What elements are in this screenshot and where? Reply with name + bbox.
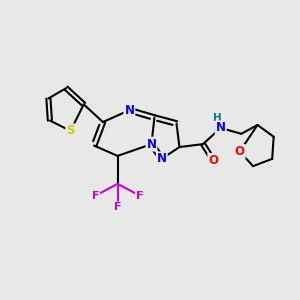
- Text: F: F: [114, 202, 122, 212]
- Text: F: F: [92, 190, 99, 201]
- Text: N: N: [157, 152, 167, 165]
- Text: N: N: [216, 122, 226, 134]
- Text: N: N: [124, 104, 134, 117]
- Text: H: H: [213, 112, 222, 123]
- Text: N: N: [146, 138, 157, 151]
- Text: S: S: [66, 124, 75, 137]
- Text: O: O: [208, 154, 218, 167]
- Text: F: F: [136, 190, 143, 201]
- Text: O: O: [235, 145, 245, 158]
